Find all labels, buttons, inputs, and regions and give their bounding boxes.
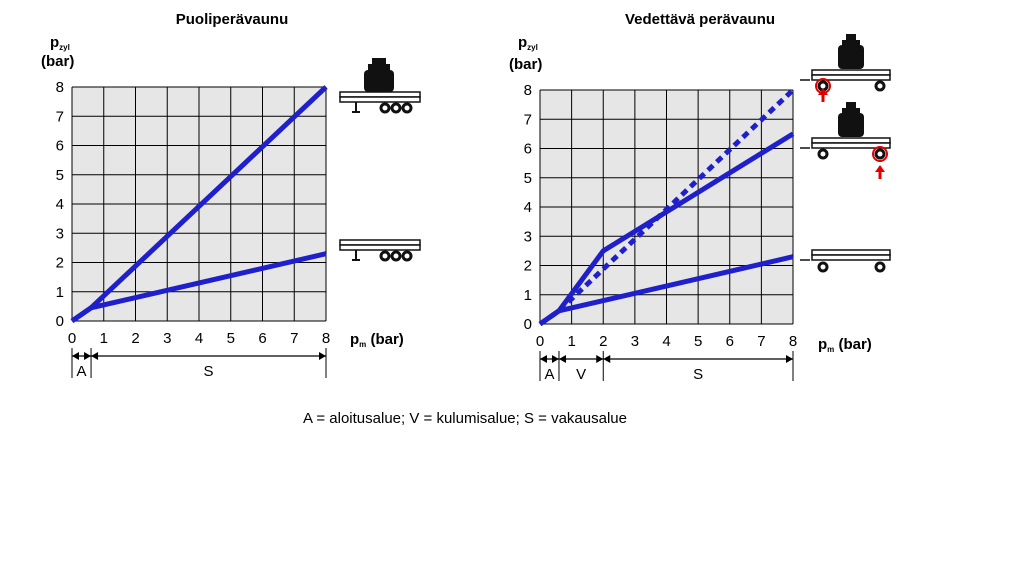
y-tick-label: 2 — [524, 258, 532, 275]
chart-drawbar-trailer: Vedettävä perävaunu pzyl (bar) 012345678… — [509, 11, 891, 383]
zone-arrow-left — [91, 352, 99, 360]
x-tick-label: 6 — [258, 330, 266, 347]
empty-semitrailer-icon — [339, 239, 421, 262]
x-tick-label: 8 — [789, 333, 797, 350]
x-tick-label: 0 — [536, 333, 544, 350]
x-axis-label-main: p — [818, 336, 827, 353]
x-tick-label: 3 — [631, 333, 639, 350]
x-axis-label: pm (bar) — [818, 336, 872, 354]
zone-arrow-right — [319, 352, 326, 360]
y-tick-label: 5 — [524, 170, 532, 187]
zone-arrow-right — [596, 355, 604, 363]
x-tick-label: 7 — [290, 330, 298, 347]
y-tick-label: 6 — [56, 138, 64, 155]
x-axis-label-main: p — [350, 331, 359, 348]
y-tick-label: 7 — [524, 111, 532, 128]
y-axis-label-main: p — [50, 34, 59, 51]
y-tick-label: 4 — [56, 196, 64, 213]
zone-label: S — [204, 363, 214, 380]
y-tick-label: 7 — [56, 108, 64, 125]
y-axis-label: pzyl — [50, 34, 70, 52]
x-tick-label: 6 — [726, 333, 734, 350]
y-tick-label: 2 — [56, 255, 64, 272]
x-tick-label: 1 — [100, 330, 108, 347]
x-axis-label-sub: m — [827, 345, 834, 354]
x-tick-label: 0 — [68, 330, 76, 347]
x-axis-label-unit: (bar) — [366, 331, 404, 348]
plot-area: 0 1 2 3 4 5 6 7 8 0 1 2 3 4 5 6 7 8 A V S — [524, 82, 798, 383]
y-axis-label-main: p — [518, 34, 527, 51]
zone-arrow-left — [603, 355, 611, 363]
zone-arrow-left — [540, 355, 547, 363]
x-tick-label: 5 — [227, 330, 235, 347]
series-line — [70, 251, 327, 324]
x-tick-label: 3 — [163, 330, 171, 347]
zone-arrow-right — [786, 355, 793, 363]
y-axis-label-sub: zyl — [59, 43, 70, 52]
x-tick-label: 5 — [694, 333, 702, 350]
plot-area: 0 1 2 3 4 5 6 7 8 0 1 2 3 4 5 6 7 8 A S — [56, 79, 331, 380]
x-tick-label: 7 — [757, 333, 765, 350]
y-tick-label: 6 — [524, 141, 532, 158]
loaded-trailer-rear-axle-icon — [800, 102, 891, 179]
x-tick-label: 2 — [599, 333, 607, 350]
x-tick-label: 2 — [131, 330, 139, 347]
loaded-semitrailer-icon — [339, 58, 421, 114]
x-tick-label: 1 — [567, 333, 575, 350]
zone-label: V — [576, 366, 586, 383]
y-tick-label: 5 — [56, 167, 64, 184]
x-tick-label: 8 — [322, 330, 330, 347]
y-tick-label: 3 — [524, 228, 532, 245]
x-axis-label-unit: (bar) — [834, 336, 872, 353]
y-tick-label: 1 — [56, 284, 64, 301]
y-tick-label: 1 — [524, 287, 532, 304]
zone-arrow-left — [558, 355, 566, 363]
legend-caption: A = aloitusalue; V = kulumisalue; S = va… — [303, 410, 627, 427]
zone-label: A — [544, 366, 554, 383]
y-axis-label-sub: zyl — [527, 43, 538, 52]
y-axis-unit: (bar) — [41, 53, 74, 70]
y-tick-label: 0 — [524, 316, 532, 333]
y-tick-label: 8 — [524, 82, 532, 99]
chart-title: Vedettävä perävaunu — [625, 11, 775, 28]
loaded-trailer-front-axle-icon — [800, 34, 891, 102]
y-tick-label: 3 — [56, 225, 64, 242]
empty-trailer-icon — [800, 249, 891, 273]
y-axis-label: pzyl — [518, 34, 538, 52]
x-tick-label: 4 — [195, 330, 203, 347]
zone-label: A — [77, 363, 87, 380]
y-tick-label: 8 — [56, 79, 64, 96]
x-axis-label-sub: m — [359, 340, 366, 349]
zone-arrow-right — [84, 352, 92, 360]
y-tick-label: 0 — [56, 313, 64, 330]
y-tick-label: 4 — [524, 199, 532, 216]
x-axis-label: pm (bar) — [350, 331, 404, 349]
zone-label: S — [693, 366, 703, 383]
y-axis-unit: (bar) — [509, 56, 542, 73]
series-line — [538, 254, 794, 327]
zone-arrow-left — [72, 352, 79, 360]
zone-arrow-right — [551, 355, 559, 363]
x-tick-label: 4 — [662, 333, 670, 350]
chart-title: Puoliperävaunu — [176, 11, 289, 28]
